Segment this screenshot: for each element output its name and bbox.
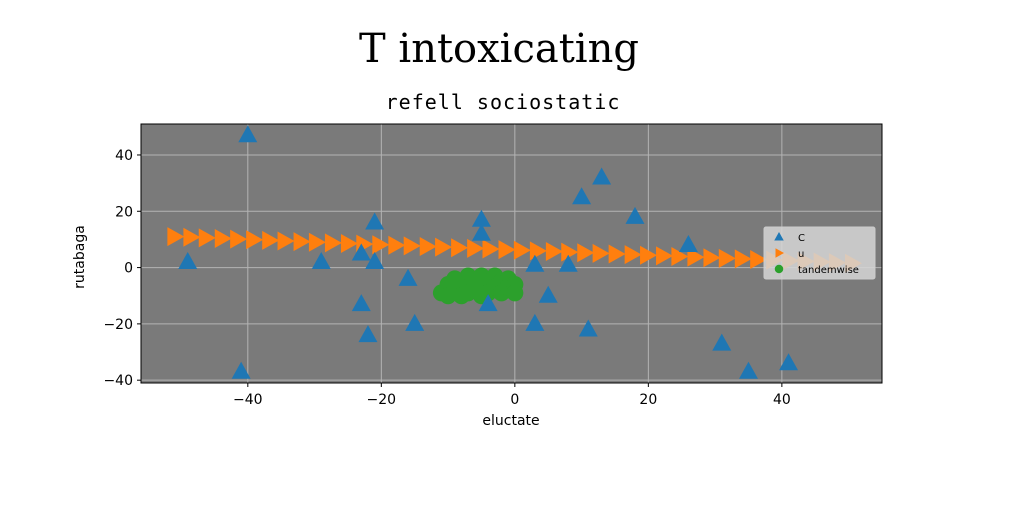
y-tick-label: −20 [103,317,133,333]
data-marks [167,125,862,379]
data-point [678,235,698,253]
data-point [625,206,645,224]
data-point [498,240,516,260]
series-tandemwise [432,267,524,305]
legend-label: u [798,249,804,260]
data-point [608,244,626,264]
data-point [624,245,642,265]
data-point [398,268,418,286]
data-point [419,237,437,257]
series-C [178,125,799,379]
data-point [198,228,216,248]
series-u [167,227,862,273]
data-point [561,242,579,262]
data-point [478,294,498,312]
y-tick-label: 20 [115,204,133,220]
data-point [558,254,578,272]
data-point [351,294,371,312]
data-point [351,243,371,261]
data-point [324,233,342,253]
data-point [467,238,485,258]
data-point [405,313,425,331]
data-point [671,246,689,266]
legend-marker [774,264,784,274]
data-point [538,285,558,303]
data-point [482,239,500,259]
data-point [592,167,612,185]
x-axis-label: eluctate [482,413,539,429]
data-point [308,232,326,252]
legend-label: tandemwise [798,265,859,276]
data-point [578,319,598,337]
chart-subtitle: refell sociostatic [386,90,621,114]
data-point [183,227,201,247]
data-point [403,236,421,256]
data-point [214,228,232,248]
data-point [750,250,768,270]
data-point [703,248,721,268]
x-tick-label: 0 [510,392,519,408]
data-point [687,247,705,267]
x-tick-label: −40 [233,392,263,408]
data-point [529,241,547,261]
data-point [734,249,752,269]
data-point [592,243,610,263]
y-tick-label: 40 [115,148,133,164]
legend-label: C [798,233,805,244]
data-point [640,245,658,265]
data-point [451,238,469,258]
data-point [246,230,264,250]
plot-area [141,124,882,383]
data-point [779,353,799,371]
data-point [167,227,185,247]
data-point [471,223,491,241]
data-point [365,251,385,269]
data-point [525,313,545,331]
data-point [178,251,198,269]
data-point [712,333,732,351]
y-tick-label: 0 [124,261,133,277]
data-point [238,125,258,143]
data-point [293,232,311,252]
x-tick-label: 40 [773,392,791,408]
data-point [372,235,390,255]
data-point [738,361,758,379]
legend-box [763,226,876,280]
data-point [277,231,295,251]
x-tick-label: −20 [367,392,397,408]
data-point [656,246,674,266]
data-point [471,209,491,227]
y-axis-label: rutabaga [72,225,88,289]
data-point [311,251,331,269]
data-point [435,237,453,257]
data-point [262,230,280,250]
data-point [388,235,406,255]
x-tick-label: 20 [639,392,657,408]
data-point [231,361,251,379]
data-point [340,233,358,253]
data-point [572,187,592,205]
data-point [230,229,248,249]
data-point [358,325,378,343]
plot-frame [140,123,883,384]
axis-ticks: −40 −20 0 20 40 −40 −20 0 20 40 [103,148,790,408]
legend-marker [774,232,784,241]
chart-title: T intoxicating [359,26,639,72]
data-point [577,243,595,263]
legend: Cu tandemwise [763,226,876,280]
legend-marker [775,248,784,258]
data-point [513,240,531,260]
data-point [365,212,385,230]
y-tick-label: −40 [103,373,133,389]
data-point [506,284,524,302]
data-point [525,254,545,272]
data-point [545,242,563,262]
data-point [718,248,736,268]
